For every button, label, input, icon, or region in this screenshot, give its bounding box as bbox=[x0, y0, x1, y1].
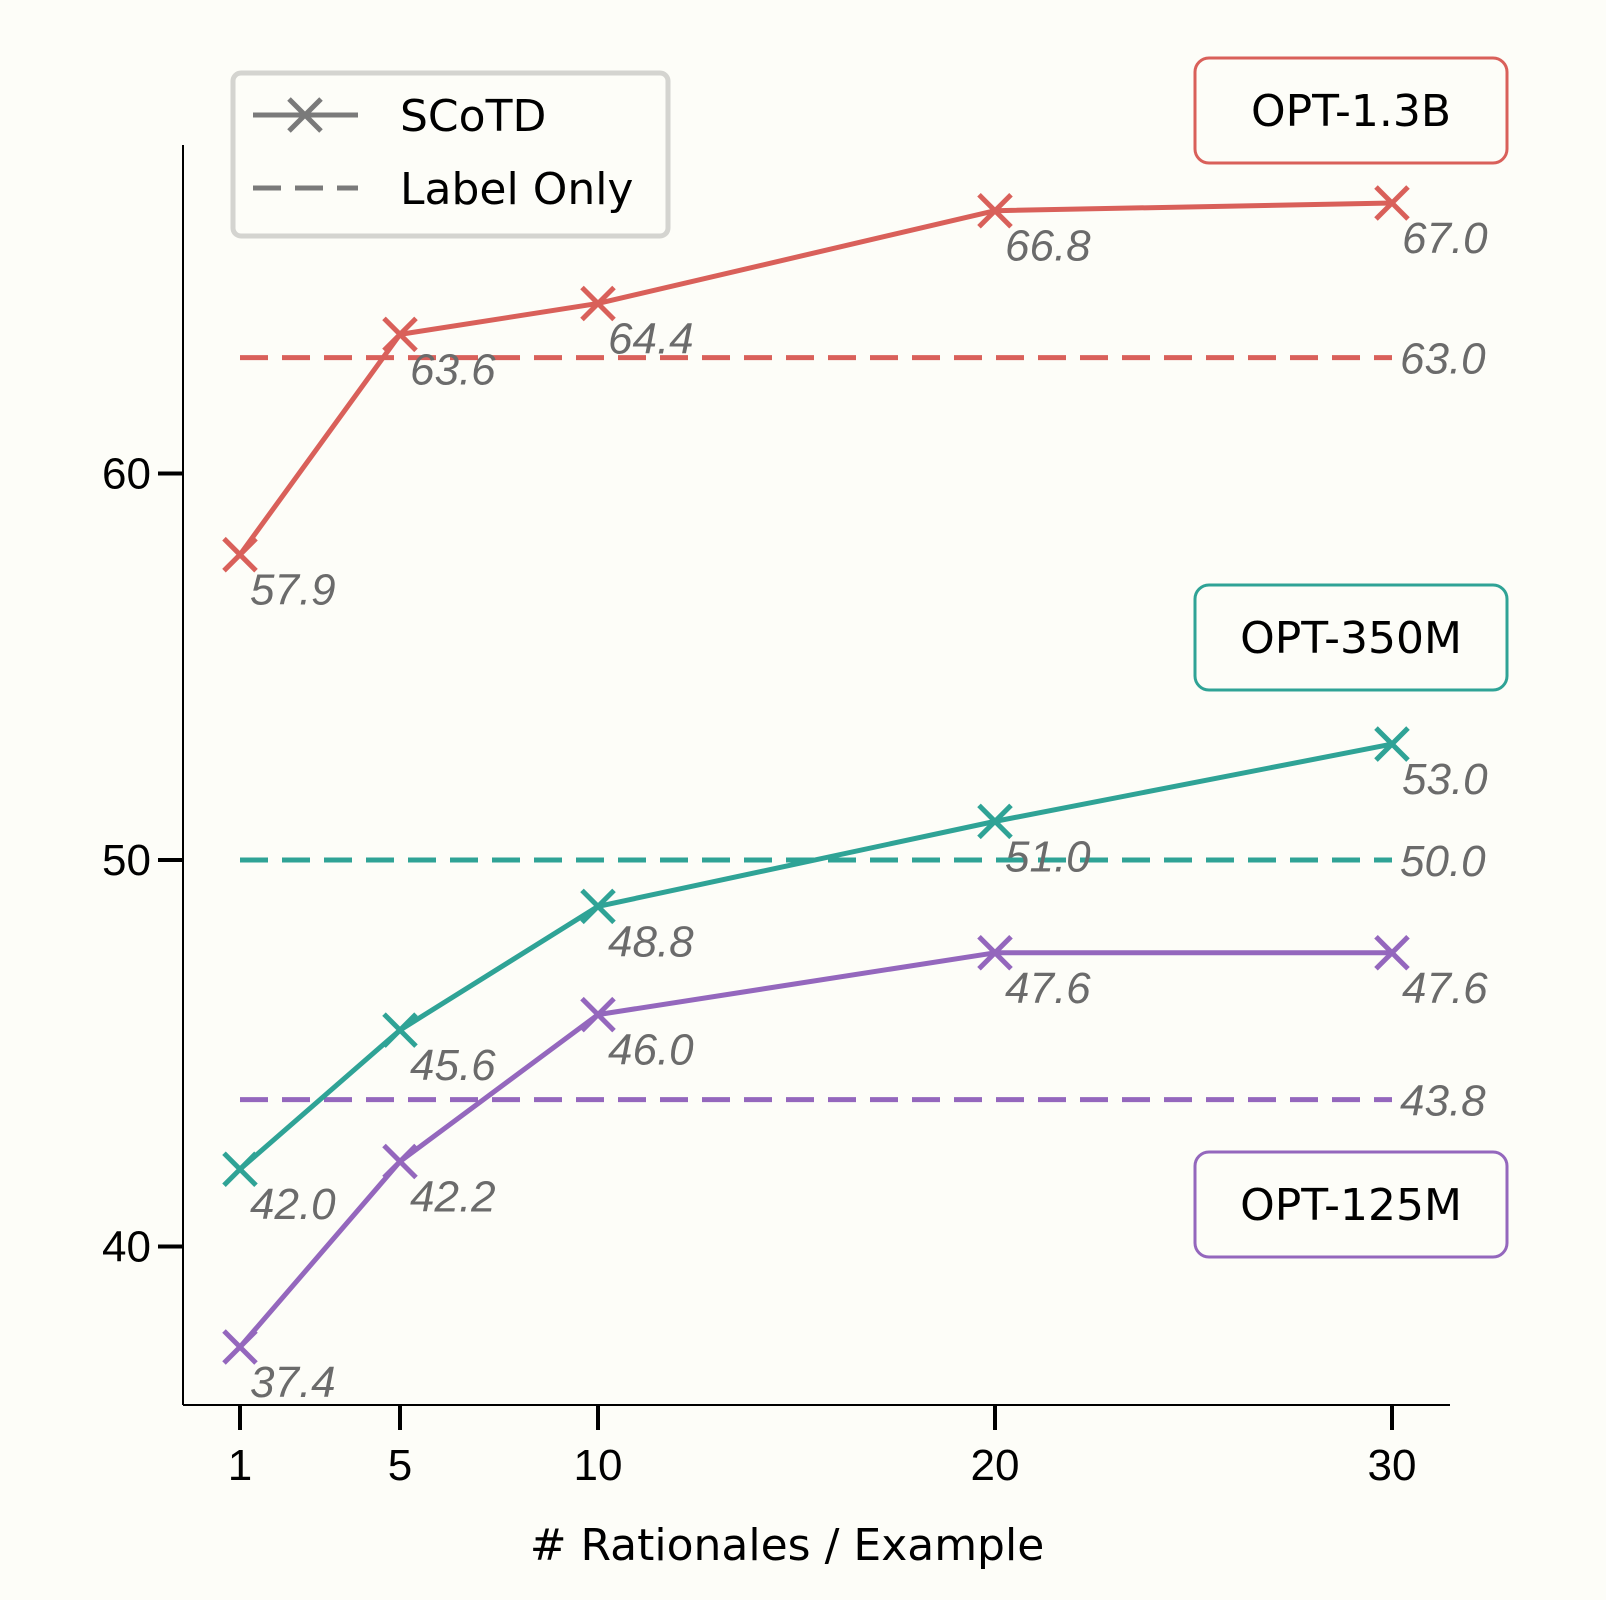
axes: 40 50 60 1 5 10 20 30 bbox=[102, 145, 1450, 1490]
model-box-label: OPT-350M bbox=[1240, 613, 1462, 664]
marker-stroke bbox=[1374, 935, 1410, 971]
baseline-value-label: 43.8 bbox=[1400, 1077, 1486, 1126]
marker-stroke bbox=[222, 1151, 258, 1188]
series-line bbox=[238, 741, 1393, 1172]
model-box-frame bbox=[1193, 56, 1509, 165]
data-point-marker bbox=[977, 803, 1013, 840]
data-value-label: 63.6 bbox=[410, 345, 496, 394]
model-box-frame bbox=[1193, 1150, 1509, 1259]
data-value-label: 51.0 bbox=[1005, 832, 1091, 881]
marker-stroke bbox=[580, 285, 616, 322]
marker-stroke bbox=[1374, 726, 1410, 762]
data-point-marker bbox=[1374, 935, 1410, 971]
legend-label: SCoTD bbox=[400, 91, 546, 142]
legend-entry: SCoTD bbox=[253, 91, 546, 142]
model-box: OPT-125M bbox=[1193, 1150, 1509, 1259]
marker-stroke bbox=[382, 1143, 418, 1180]
y-tick-label: 40 bbox=[102, 1223, 151, 1272]
baselines bbox=[240, 355, 1392, 1103]
legend-marker bbox=[287, 97, 323, 133]
marker-stroke bbox=[977, 192, 1013, 229]
x-tick-label: 20 bbox=[971, 1441, 1020, 1490]
data-value-label: 47.6 bbox=[1402, 964, 1488, 1013]
data-value-label: 67.0 bbox=[1402, 214, 1488, 263]
x-tick-label: 1 bbox=[228, 1441, 252, 1490]
data-point-marker bbox=[382, 316, 418, 353]
data-point-marker bbox=[1374, 726, 1410, 762]
series-layer bbox=[222, 185, 1410, 1365]
data-value-label: 64.4 bbox=[608, 314, 694, 363]
data-labels: 63.0 50.0 43.8 57.9 63.6 64.4 66.8 67.0 42.0 45.6… bbox=[250, 214, 1488, 1407]
data-value-label: 47.6 bbox=[1005, 964, 1091, 1013]
legend-entry: Label Only bbox=[253, 164, 633, 215]
marker-stroke bbox=[382, 316, 418, 353]
legend-label: Label Only bbox=[400, 164, 633, 215]
data-point-marker bbox=[580, 996, 616, 1033]
data-point-marker bbox=[1374, 185, 1410, 221]
data-value-label: 37.4 bbox=[250, 1358, 336, 1407]
marker-stroke bbox=[382, 1012, 418, 1048]
x-tick-label: 10 bbox=[574, 1441, 623, 1490]
x-tick-label: 30 bbox=[1368, 1441, 1417, 1490]
data-point-marker bbox=[382, 1143, 418, 1180]
data-point-marker bbox=[580, 888, 616, 925]
data-point-marker bbox=[382, 1012, 418, 1048]
marker-stroke bbox=[580, 888, 616, 925]
data-point-marker bbox=[222, 1329, 258, 1365]
data-value-label: 42.2 bbox=[410, 1173, 496, 1222]
data-point-marker bbox=[222, 1151, 258, 1188]
data-value-label: 53.0 bbox=[1402, 755, 1488, 804]
model-box: OPT-1.3B bbox=[1193, 56, 1509, 165]
marker-stroke bbox=[222, 536, 258, 573]
data-value-label: 45.6 bbox=[410, 1041, 496, 1090]
marker-stroke bbox=[977, 935, 1013, 971]
model-boxes: OPT-1.3B OPT-350M OPT-125M bbox=[1193, 56, 1509, 1259]
marker-stroke bbox=[222, 1329, 258, 1365]
marker-stroke bbox=[1374, 185, 1410, 221]
data-value-label: 57.9 bbox=[250, 566, 336, 615]
model-box-label: OPT-1.3B bbox=[1251, 86, 1451, 137]
y-tick-label: 60 bbox=[102, 450, 151, 499]
data-point-marker bbox=[977, 935, 1013, 971]
marker-stroke bbox=[977, 803, 1013, 840]
data-value-label: 42.0 bbox=[250, 1180, 336, 1229]
model-box: OPT-350M bbox=[1193, 583, 1509, 692]
data-value-label: 46.0 bbox=[608, 1026, 694, 1075]
marker-stroke bbox=[580, 996, 616, 1033]
x-tick-label: 5 bbox=[388, 1441, 412, 1490]
legend: SCoTD Label Only bbox=[230, 70, 671, 239]
model-box-frame bbox=[1193, 583, 1509, 692]
data-point-marker bbox=[222, 536, 258, 573]
data-point-marker bbox=[580, 285, 616, 322]
x-axis-title: # Rationales / Example bbox=[530, 1520, 1045, 1571]
baseline-value-label: 63.0 bbox=[1400, 335, 1486, 384]
data-point-marker bbox=[977, 192, 1013, 229]
data-value-label: 66.8 bbox=[1005, 222, 1091, 271]
y-tick-label: 50 bbox=[102, 836, 151, 885]
baseline-value-label: 50.0 bbox=[1400, 837, 1486, 886]
model-box-label: OPT-125M bbox=[1240, 1180, 1462, 1231]
data-value-label: 48.8 bbox=[608, 917, 694, 966]
